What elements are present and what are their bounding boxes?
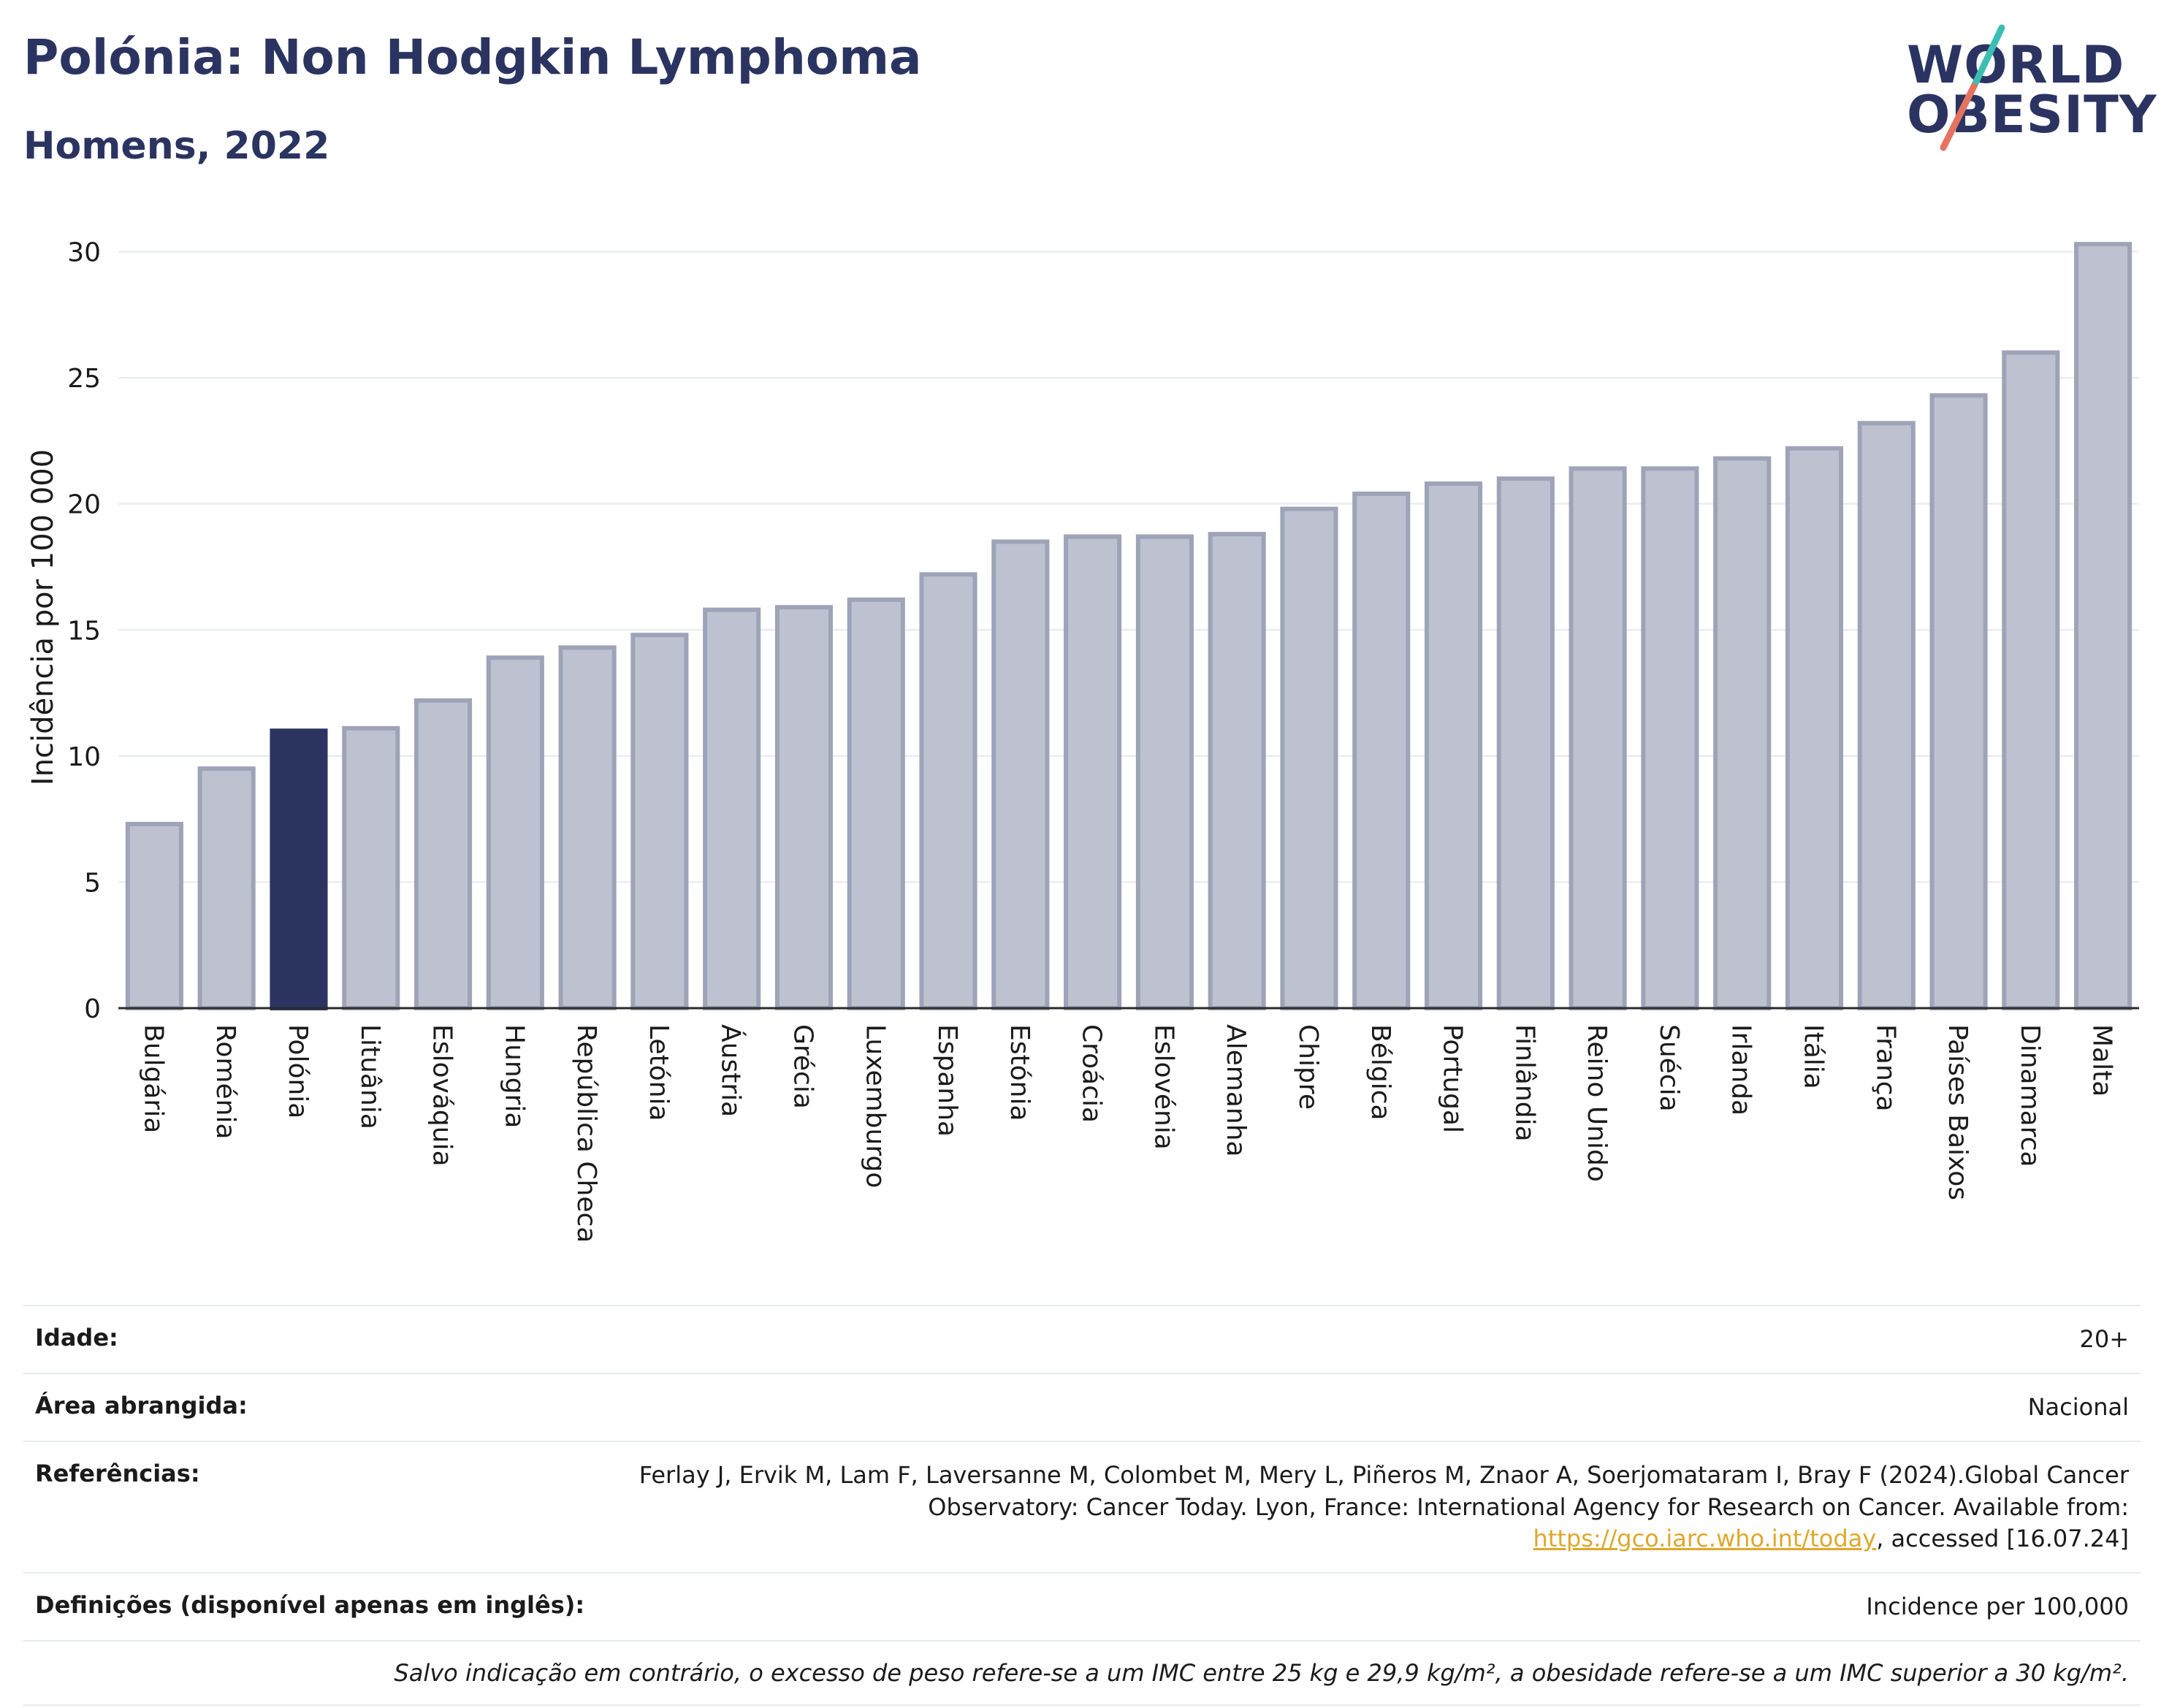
x-tick-label: Polónia	[283, 1024, 313, 1118]
bar-frança	[1857, 421, 1916, 1010]
y-tick-label: 5	[84, 868, 101, 898]
world-obesity-logo: WORLD OBESITY	[1907, 22, 2157, 153]
x-tick-label: Finlândia	[1509, 1024, 1539, 1142]
bar-dinamarca	[2002, 350, 2060, 1011]
x-tick-label: Dinamarca	[2015, 1024, 2045, 1167]
references-label: Referências:	[35, 1460, 200, 1488]
x-tick-label: Irlanda	[1726, 1024, 1756, 1116]
bar-estónia	[991, 539, 1050, 1010]
x-tick-label: Malta	[2087, 1024, 2117, 1097]
bar-roménia	[197, 766, 256, 1011]
x-tick-label: Portugal	[1438, 1024, 1468, 1133]
bar-chart: 0 5 10 15 20 25 30 Incidência por 100 000 Bulgár…	[26, 238, 2139, 1243]
info-table: Idade: 20+ Área abrangida: Nacional Refe…	[23, 1305, 2141, 1707]
x-tick-label: Grécia	[788, 1024, 817, 1109]
references-text: Ferlay J, Ervik M, Lam F, Laversanne M, …	[639, 1461, 2129, 1521]
info-row-age: Idade: 20+	[23, 1305, 2141, 1373]
x-tick-label: Lituânia	[355, 1024, 385, 1129]
bar-chipre	[1280, 506, 1338, 1011]
bar-áustria	[703, 607, 761, 1010]
x-tick-label: Luxemburgo	[860, 1024, 890, 1188]
x-tick-label: Letónia	[644, 1024, 674, 1121]
x-tick-label: Espanha	[932, 1024, 962, 1137]
x-tick-label: Itália	[1798, 1024, 1828, 1089]
bar-itália	[1785, 446, 1844, 1010]
x-tick-label: Croácia	[1077, 1024, 1107, 1123]
x-tick-label: Eslováquia	[427, 1024, 457, 1167]
bar-bulgária	[125, 822, 183, 1011]
bar-luxemburgo	[847, 597, 905, 1010]
logo-word-world: WORLD	[1907, 35, 2125, 95]
bar-lituânia	[342, 725, 400, 1010]
x-tick-label: Hungria	[499, 1024, 529, 1128]
x-tick-label: Reino Unido	[1582, 1024, 1612, 1182]
bar-reino-unido	[1569, 466, 1627, 1010]
bar-suécia	[1641, 466, 1699, 1010]
bar-croácia	[1064, 534, 1122, 1010]
info-row-note: Salvo indicação em contrário, o excesso …	[23, 1640, 2141, 1707]
bar-bélgica	[1352, 491, 1411, 1010]
y-tick-label: 25	[67, 364, 101, 394]
footnote: Salvo indicação em contrário, o excesso …	[394, 1659, 2129, 1688]
area-label: Área abrangida:	[35, 1392, 248, 1420]
x-tick-label: França	[1870, 1024, 1900, 1112]
x-tick-label: Alemanha	[1221, 1024, 1251, 1157]
x-tick-label: Suécia	[1654, 1024, 1684, 1112]
age-label: Idade:	[35, 1324, 118, 1351]
bar-espanha	[919, 572, 977, 1010]
x-tick-label: República Checa	[571, 1024, 601, 1243]
references-suffix: , accessed [16.07.24]	[1876, 1524, 2129, 1552]
x-tick-label: Chipre	[1293, 1024, 1323, 1110]
bar-república-checa	[558, 645, 617, 1011]
y-tick-label: 15	[67, 616, 101, 646]
x-tick-label: Eslovénia	[1148, 1024, 1178, 1150]
bar-eslováquia	[413, 698, 473, 1010]
info-row-definitions: Definições (disponível apenas em inglês)…	[23, 1571, 2141, 1640]
age-value: 20+	[2079, 1325, 2129, 1353]
y-tick-label: 10	[67, 742, 101, 772]
bar-polónia	[270, 728, 328, 1010]
bar-alemanha	[1208, 532, 1266, 1010]
info-row-references: Referências: Ferlay J, Ervik M, Lam F, L…	[23, 1441, 2141, 1572]
x-tick-label: Bulgária	[138, 1024, 168, 1133]
x-tick-label: Bélgica	[1365, 1024, 1395, 1121]
y-axis-label: Incidência por 100 000	[26, 449, 60, 785]
info-row-area: Área abrangida: Nacional	[23, 1373, 2141, 1441]
bar-hungria	[486, 655, 544, 1011]
page-title: Polónia: Non Hodgkin Lymphoma	[23, 29, 922, 85]
x-tick-label: Áustria	[716, 1024, 747, 1117]
y-tick-label: 0	[84, 994, 101, 1024]
x-tick-label: Roménia	[210, 1024, 240, 1140]
references-value: Ferlay J, Ervik M, Lam F, Laversanne M, …	[631, 1460, 2129, 1555]
page-subtitle: Homens, 2022	[23, 124, 330, 168]
x-tick-label: Países Baixos	[1943, 1024, 1973, 1200]
definitions-label: Definições (disponível apenas em inglês)…	[35, 1590, 585, 1619]
bar-portugal	[1424, 481, 1483, 1010]
bar-malta	[2074, 242, 2133, 1011]
logo-slash-icon	[1940, 24, 2005, 151]
bar-países-baixos	[1929, 393, 1988, 1010]
y-tick-label: 20	[67, 490, 101, 520]
x-tick-label: Estónia	[1005, 1024, 1034, 1121]
references-link[interactable]: https://gco.iarc.who.int/today	[1533, 1524, 1877, 1552]
bar-irlanda	[1713, 456, 1772, 1010]
bar-grécia	[774, 605, 834, 1010]
area-value: Nacional	[2027, 1393, 2129, 1422]
bar-eslovénia	[1135, 534, 1194, 1010]
bar-letónia	[630, 633, 689, 1011]
definitions-value: Incidence per 100,000	[1866, 1592, 2129, 1620]
y-tick-label: 30	[67, 238, 101, 268]
bar-finlândia	[1496, 476, 1555, 1010]
